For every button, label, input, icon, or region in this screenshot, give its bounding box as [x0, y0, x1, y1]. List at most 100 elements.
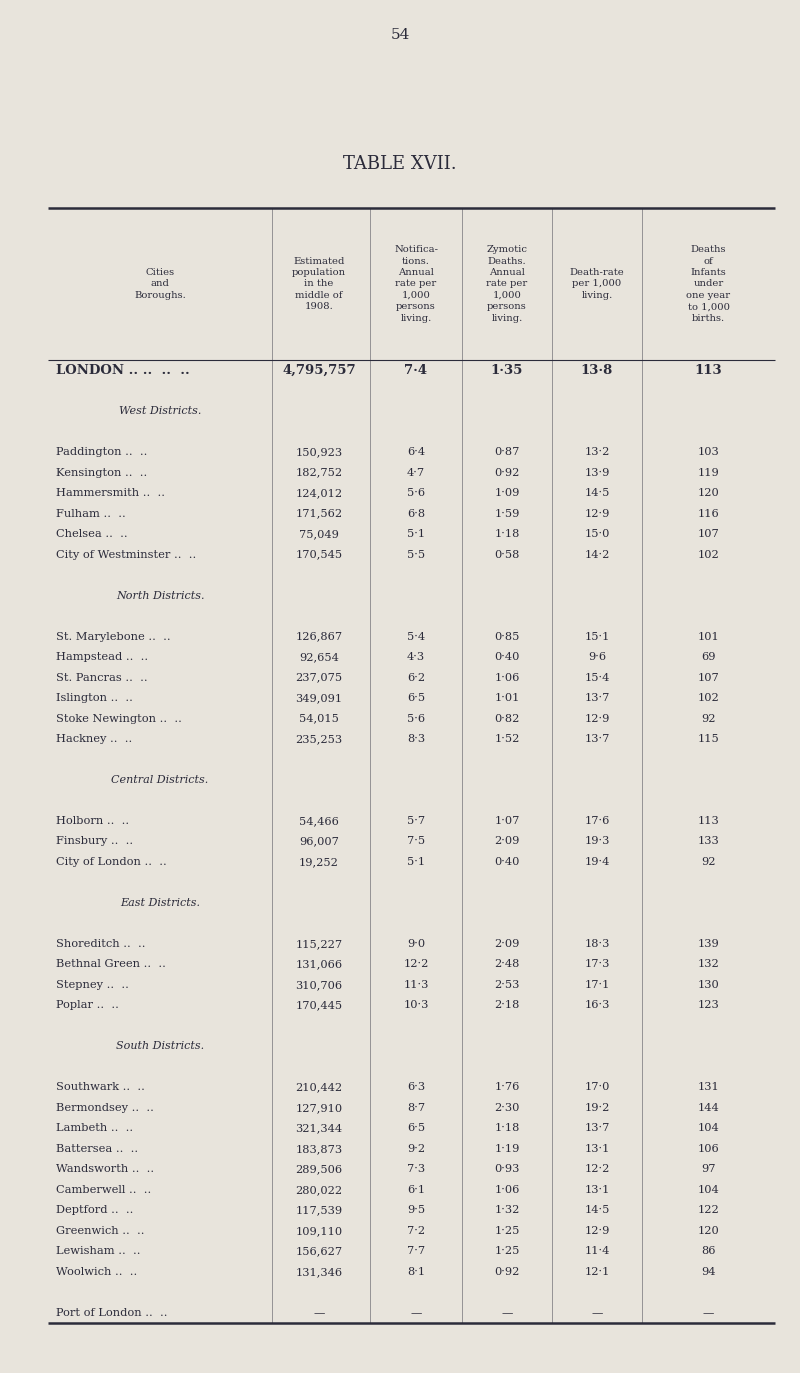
Text: 0·92: 0·92 [494, 1267, 520, 1277]
Text: 2·18: 2·18 [494, 1001, 520, 1011]
Text: 144: 144 [698, 1103, 719, 1114]
Text: 289,506: 289,506 [295, 1164, 342, 1174]
Text: 113: 113 [694, 364, 722, 376]
Text: 1·32: 1·32 [494, 1205, 520, 1215]
Text: 69: 69 [702, 652, 716, 662]
Text: 1·18: 1·18 [494, 1123, 520, 1133]
Text: LONDON .. ..  ..  ..: LONDON .. .. .. .. [56, 364, 190, 376]
Text: 9·5: 9·5 [407, 1205, 425, 1215]
Text: 9·6: 9·6 [588, 652, 606, 662]
Text: 12·2: 12·2 [584, 1164, 610, 1174]
Text: 15·4: 15·4 [584, 673, 610, 682]
Text: 0·58: 0·58 [494, 549, 520, 560]
Text: Wandsworth ..  ..: Wandsworth .. .. [56, 1164, 154, 1174]
Text: 5·7: 5·7 [407, 816, 425, 827]
Text: 16·3: 16·3 [584, 1001, 610, 1011]
Text: Kensington ..  ..: Kensington .. .. [56, 468, 147, 478]
Text: 104: 104 [698, 1123, 719, 1133]
Text: Cities
and
Boroughs.: Cities and Boroughs. [134, 268, 186, 299]
Text: 6·2: 6·2 [407, 673, 425, 682]
Text: 13·8: 13·8 [581, 364, 613, 376]
Text: 17·0: 17·0 [584, 1082, 610, 1093]
Text: Battersea ..  ..: Battersea .. .. [56, 1144, 138, 1153]
Text: 349,091: 349,091 [295, 693, 342, 703]
Text: Shoreditch ..  ..: Shoreditch .. .. [56, 939, 146, 949]
Text: 17·3: 17·3 [584, 960, 610, 969]
Text: 0·82: 0·82 [494, 714, 520, 724]
Text: 150,923: 150,923 [295, 448, 342, 457]
Text: City of London ..  ..: City of London .. .. [56, 857, 166, 866]
Text: 15·1: 15·1 [584, 632, 610, 641]
Text: 235,253: 235,253 [295, 735, 342, 744]
Text: 10·3: 10·3 [403, 1001, 429, 1011]
Text: 102: 102 [698, 549, 719, 560]
Text: Bermondsey ..  ..: Bermondsey .. .. [56, 1103, 154, 1114]
Text: 237,075: 237,075 [295, 673, 342, 682]
Text: 171,562: 171,562 [295, 508, 342, 519]
Text: West Districts.: West Districts. [119, 406, 201, 416]
Text: South Districts.: South Districts. [116, 1041, 204, 1052]
Text: 92: 92 [702, 714, 716, 724]
Text: Zymotic
Deaths.
Annual
rate per
1,000
persons
living.: Zymotic Deaths. Annual rate per 1,000 pe… [486, 246, 528, 323]
Text: 104: 104 [698, 1185, 719, 1195]
Text: 280,022: 280,022 [295, 1185, 342, 1195]
Text: 1·09: 1·09 [494, 489, 520, 498]
Text: 5·6: 5·6 [407, 714, 425, 724]
Text: 7·5: 7·5 [407, 836, 425, 847]
Text: Lewisham ..  ..: Lewisham .. .. [56, 1247, 141, 1256]
Text: 54: 54 [390, 27, 410, 43]
Text: 6·4: 6·4 [407, 448, 425, 457]
Text: 170,445: 170,445 [295, 1001, 342, 1011]
Text: 6·8: 6·8 [407, 508, 425, 519]
Text: 14·2: 14·2 [584, 549, 610, 560]
Text: 2·30: 2·30 [494, 1103, 520, 1114]
Text: Finsbury ..  ..: Finsbury .. .. [56, 836, 133, 847]
Text: 14·5: 14·5 [584, 1205, 610, 1215]
Text: Islington ..  ..: Islington .. .. [56, 693, 133, 703]
Text: 106: 106 [698, 1144, 719, 1153]
Text: 183,873: 183,873 [295, 1144, 342, 1153]
Text: Central Districts.: Central Districts. [111, 774, 209, 785]
Text: 113: 113 [698, 816, 719, 827]
Text: 321,344: 321,344 [295, 1123, 342, 1133]
Text: 13·7: 13·7 [584, 1123, 610, 1133]
Text: 12·9: 12·9 [584, 714, 610, 724]
Text: 18·3: 18·3 [584, 939, 610, 949]
Text: 123: 123 [698, 1001, 719, 1011]
Text: 11·4: 11·4 [584, 1247, 610, 1256]
Text: 17·6: 17·6 [584, 816, 610, 827]
Text: 102: 102 [698, 693, 719, 703]
Text: 54,466: 54,466 [299, 816, 339, 827]
Text: 1·59: 1·59 [494, 508, 520, 519]
Text: Hackney ..  ..: Hackney .. .. [56, 735, 132, 744]
Text: 0·87: 0·87 [494, 448, 520, 457]
Text: 5·4: 5·4 [407, 632, 425, 641]
Text: 0·40: 0·40 [494, 652, 520, 662]
Text: 1·76: 1·76 [494, 1082, 520, 1093]
Text: 6·1: 6·1 [407, 1185, 425, 1195]
Text: 97: 97 [702, 1164, 716, 1174]
Text: City of Westminster ..  ..: City of Westminster .. .. [56, 549, 196, 560]
Text: 101: 101 [698, 632, 719, 641]
Text: 13·1: 13·1 [584, 1185, 610, 1195]
Text: Woolwich ..  ..: Woolwich .. .. [56, 1267, 138, 1277]
Text: 13·7: 13·7 [584, 693, 610, 703]
Text: Stoke Newington ..  ..: Stoke Newington .. .. [56, 714, 182, 724]
Text: 131,346: 131,346 [295, 1267, 342, 1277]
Text: 1·18: 1·18 [494, 529, 520, 540]
Text: —: — [502, 1307, 513, 1318]
Text: 1·19: 1·19 [494, 1144, 520, 1153]
Text: —: — [703, 1307, 714, 1318]
Text: 115: 115 [698, 735, 719, 744]
Text: 96,007: 96,007 [299, 836, 339, 847]
Text: 4,795,757: 4,795,757 [282, 364, 356, 376]
Text: 15·0: 15·0 [584, 529, 610, 540]
Text: 9·0: 9·0 [407, 939, 425, 949]
Text: Death-rate
per 1,000
living.: Death-rate per 1,000 living. [570, 268, 624, 299]
Text: Fulham ..  ..: Fulham .. .. [56, 508, 126, 519]
Text: 107: 107 [698, 673, 719, 682]
Text: 17·1: 17·1 [584, 980, 610, 990]
Text: 131,066: 131,066 [295, 960, 342, 969]
Text: 8·1: 8·1 [407, 1267, 425, 1277]
Text: Port of London ..  ..: Port of London .. .. [56, 1307, 167, 1318]
